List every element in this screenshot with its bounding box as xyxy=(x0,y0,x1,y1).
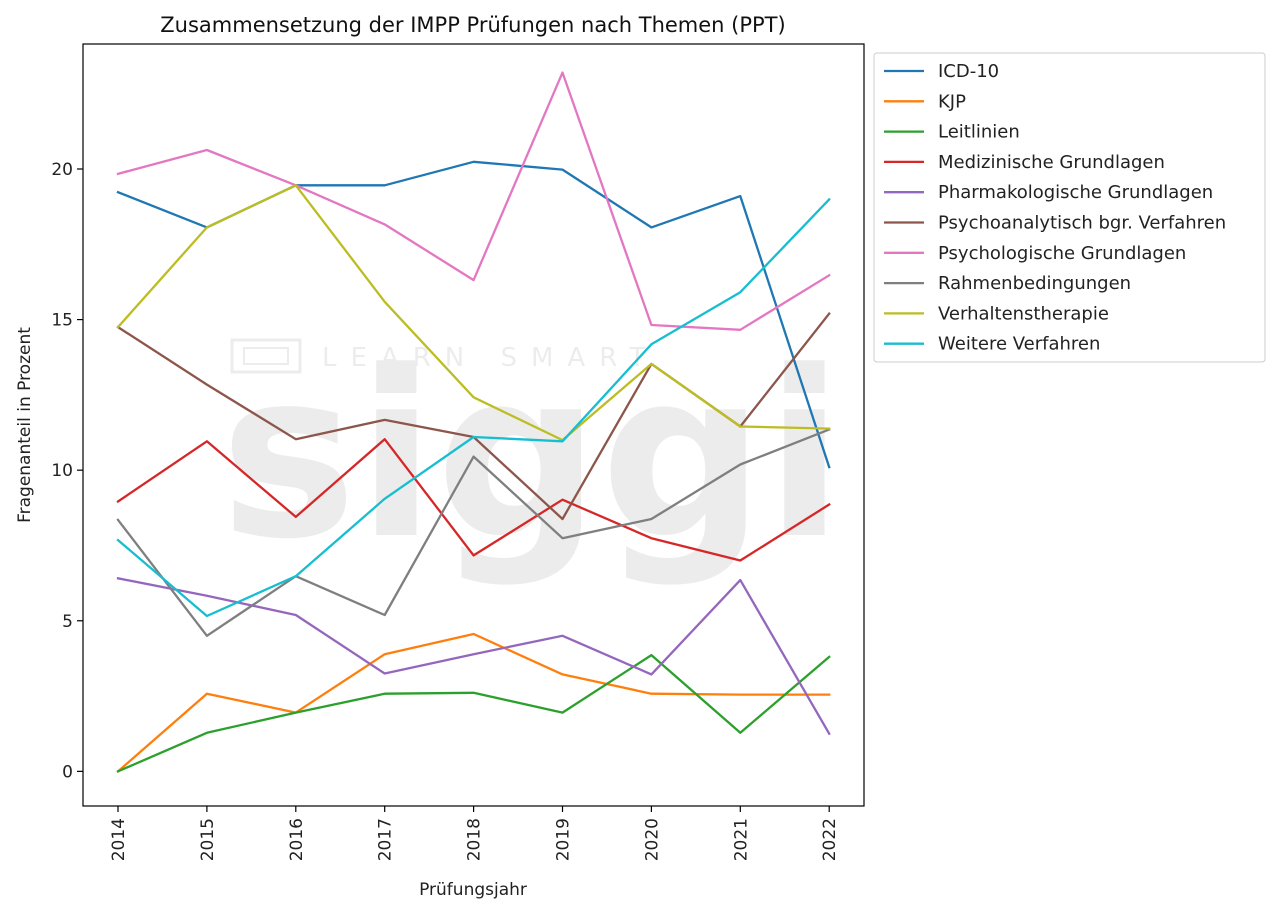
x-tick-label: 2018 xyxy=(465,818,485,861)
series-line-1 xyxy=(116,632,831,774)
series-line-8 xyxy=(116,184,831,442)
series-line-7 xyxy=(116,428,831,637)
y-axis-label: Fragenanteil in Prozent xyxy=(15,327,35,523)
legend-label: KJP xyxy=(938,91,966,112)
legend-label: Medizinische Grundlagen xyxy=(938,152,1165,173)
legend-label: Weitere Verfahren xyxy=(938,334,1100,355)
series-line-4 xyxy=(116,576,831,736)
x-tick-label: 2020 xyxy=(642,818,662,861)
legend-label: Rahmenbedingungen xyxy=(938,273,1131,294)
y-tick-label: 10 xyxy=(51,461,73,481)
x-tick-label: 2017 xyxy=(376,818,396,861)
x-tick-label: 2016 xyxy=(287,818,307,861)
x-axis-label: Prüfungsjahr xyxy=(419,880,527,900)
y-tick-label: 0 xyxy=(62,762,73,782)
y-tick-label: 20 xyxy=(51,160,73,180)
legend: ICD-10 KJP Leitlinien Medizinische Grundlag… xyxy=(873,52,1266,363)
x-tick-label: 2022 xyxy=(820,818,840,861)
y-tick-label: 15 xyxy=(51,311,73,331)
series-line-9 xyxy=(116,197,831,618)
x-tick-label: 2019 xyxy=(554,818,574,861)
chart-title: Zusammensetzung der IMPP Prüfungen nach … xyxy=(160,13,785,37)
series-line-6 xyxy=(116,71,831,331)
svg-text:LEARN SMART: LEARN SMART xyxy=(322,343,659,373)
y-axis: 0 5 10 15 20 xyxy=(51,160,83,782)
y-tick-label: 5 xyxy=(62,612,73,632)
series-line-2 xyxy=(116,653,831,773)
legend-label: ICD-10 xyxy=(938,61,999,82)
legend-label: Verhaltenstherapie xyxy=(938,303,1109,324)
legend-label: Psychologische Grundlagen xyxy=(938,243,1186,264)
x-axis: 2014 2015 2016 2017 2018 2019 2020 2021 2022 xyxy=(109,806,840,861)
legend-label: Leitlinien xyxy=(938,122,1020,143)
legend-box xyxy=(873,52,1266,363)
series-lines xyxy=(116,71,831,774)
x-tick-label: 2021 xyxy=(731,818,751,861)
x-tick-label: 2015 xyxy=(198,818,218,861)
svg-text:siggi: siggi xyxy=(220,323,844,590)
legend-label: Psychoanalytisch bgr. Verfahren xyxy=(938,213,1226,234)
legend-label: Pharmakologische Grundlagen xyxy=(938,182,1213,203)
series-line-3 xyxy=(116,438,831,562)
watermark-logo: LEARN SMART siggi xyxy=(220,323,844,590)
x-tick-label: 2014 xyxy=(109,818,129,861)
